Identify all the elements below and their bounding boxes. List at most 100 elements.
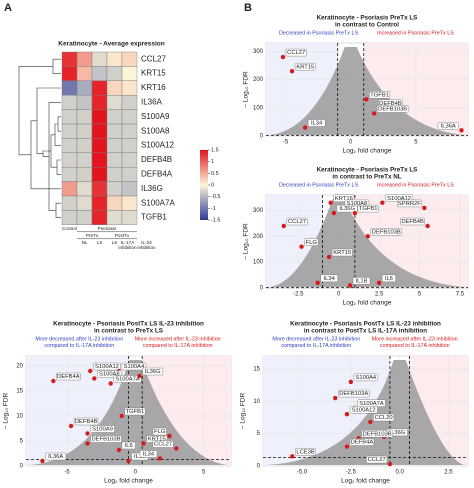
gene-label: IL36G <box>145 369 161 375</box>
y-tick-label: 10 <box>16 414 23 420</box>
gene-point <box>157 456 163 461</box>
gene-point <box>348 379 354 385</box>
panel-label: A <box>4 2 12 14</box>
chart-title: Keratinocyte - Psoriasis PostTx LS IL-23… <box>290 321 441 328</box>
heatmap-cell <box>106 210 123 225</box>
x-tick-label: 7.5 <box>456 292 465 298</box>
y-axis-label: − Log₁₀ FDR <box>243 71 250 108</box>
heatmap-cell <box>76 123 93 139</box>
y-axis-label: − Log₁₀ FDR <box>240 392 247 429</box>
x-tick-label: 0 <box>337 292 341 298</box>
gene-point <box>459 128 464 133</box>
chart-title: Keratinocyte - Psoriasis PreTx LS <box>317 167 418 174</box>
gene-label: IL36A <box>48 454 63 460</box>
gene-point <box>88 368 93 374</box>
note-left: Decreased in Psoriasis PreTx LS <box>279 30 358 36</box>
heatmap-cell <box>76 195 93 211</box>
heatmap-cell <box>61 80 78 96</box>
gene-label: S100A7A <box>359 401 384 407</box>
column-group: Psoriasis <box>98 226 117 231</box>
gene-label: IL6 <box>125 443 133 449</box>
note-left: compared to IL-17A inhibition <box>44 343 114 349</box>
heatmap-cell <box>91 51 108 67</box>
gene-label: S100A12 <box>352 407 376 413</box>
heatmap-cell <box>76 181 93 197</box>
gene-cloud <box>270 47 464 135</box>
y-tick-label: 0 <box>260 134 264 140</box>
gene-label: S100A4 <box>124 364 145 370</box>
gene-label: S100A8 <box>99 372 120 378</box>
note-right: More increased after IL-23 inhibition <box>135 336 221 342</box>
gene-point <box>302 125 308 130</box>
heatmap-cell <box>106 66 123 82</box>
gene-label: DEFB103A <box>339 391 368 397</box>
x-tick-label: 0.0 <box>395 470 404 476</box>
gene-point <box>371 111 377 116</box>
row-label: S100A7A <box>141 198 175 207</box>
x-axis-label: Log₂ fold change <box>341 478 390 485</box>
label-box <box>295 448 316 456</box>
gene-label: DEFB103B <box>92 437 121 443</box>
x-tick-label: -5 <box>283 140 289 146</box>
gene-point <box>40 458 45 464</box>
heatmap-cell <box>106 181 123 197</box>
y-tick-label: 200 <box>253 234 264 240</box>
label-box <box>353 373 379 382</box>
heatmap-cell <box>91 109 108 125</box>
gene-label: IL1B <box>356 279 368 285</box>
gene-label: S100A12 <box>95 364 119 370</box>
label-box <box>113 375 142 383</box>
gene-point <box>422 205 427 211</box>
label-box <box>349 406 378 414</box>
note-right: compared to IL-17A inhibition <box>380 343 450 349</box>
gene-cloud <box>267 360 464 465</box>
heatmap-cell <box>121 51 138 67</box>
label-box <box>90 425 115 433</box>
gene-point <box>365 234 371 239</box>
row-label: IL36G <box>141 184 163 193</box>
gene-label: DEFB4A <box>57 374 80 380</box>
y-axis-label: − Log₁₀ FDR <box>3 392 10 429</box>
y-tick-label: 300 <box>253 49 264 55</box>
label-box <box>381 274 396 283</box>
gene-label: IL34 <box>311 121 323 127</box>
gene-cloud <box>270 199 464 287</box>
row-label: TGFB1 <box>141 213 167 222</box>
label-box <box>400 217 425 226</box>
heatmap-cell <box>76 109 93 125</box>
gene-label: KRT15 <box>148 437 166 443</box>
label-box <box>73 417 99 426</box>
heatmap-cell <box>106 166 123 182</box>
gene-label: DEFB4A <box>351 440 374 446</box>
gene-point <box>326 254 332 260</box>
heatmap-cell <box>91 94 108 110</box>
column-group: PreTx <box>86 233 99 238</box>
y-tick-label: 15 <box>16 389 23 395</box>
label-box <box>370 228 403 236</box>
heatmap-cell <box>91 123 108 139</box>
colorbar-tick-label: 0 <box>211 182 214 188</box>
gene-label: LCE3B <box>296 449 315 455</box>
heatmap-cell <box>106 109 123 125</box>
label-box <box>349 438 375 446</box>
x-tick-label: 5 <box>202 470 206 476</box>
heatmap-cell <box>76 138 93 153</box>
gene-point <box>174 446 179 451</box>
gene-point <box>126 458 131 464</box>
row-label: S100A9 <box>141 112 170 121</box>
gene-point <box>280 54 286 60</box>
x-axis-label: Log₂ fold change <box>104 478 153 485</box>
heatmap-cell <box>106 195 123 211</box>
y-tick-label: 0 <box>20 464 24 470</box>
x-tick-label: 0 <box>349 140 353 146</box>
heatmap-cell <box>61 94 78 110</box>
label-box <box>397 199 422 208</box>
heatmap-cell <box>61 166 78 182</box>
gene-label: CCL27 <box>154 442 172 448</box>
row-label: S100A12 <box>141 141 174 150</box>
gene-label: TGFB1 <box>126 409 145 415</box>
gene-point <box>116 447 122 453</box>
label-box <box>357 204 379 213</box>
heatmap-cell <box>61 210 78 225</box>
chart-subtitle: in contrast to Control <box>335 22 399 29</box>
